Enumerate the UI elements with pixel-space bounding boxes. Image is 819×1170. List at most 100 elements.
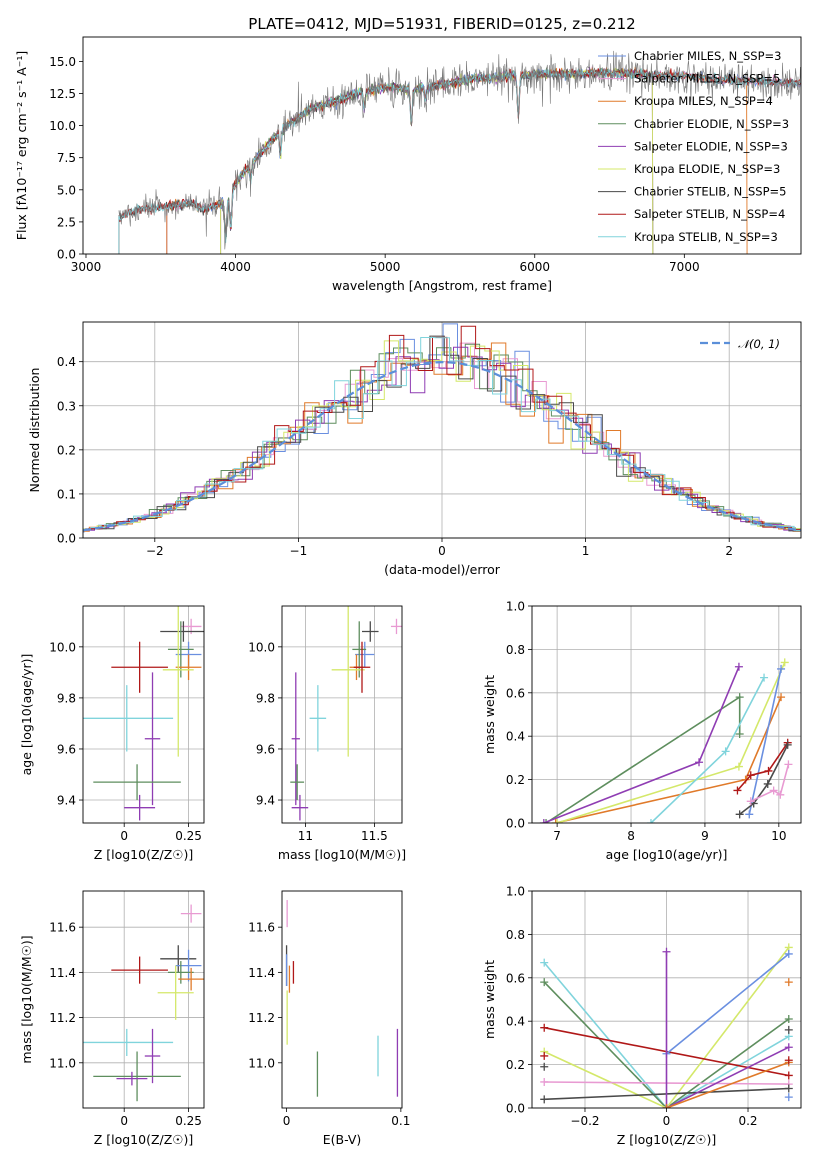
residual-histogram-line (90, 337, 801, 531)
y-tick-label: 9.4 (256, 794, 275, 808)
x-tick-label: 0 (438, 544, 446, 558)
data-point (111, 641, 168, 693)
plus-marker (784, 1093, 793, 1102)
y-tick-label: 0.8 (506, 928, 525, 942)
mass-weight-line (543, 981, 790, 1108)
legend-label: Kroupa ELODIE, N_SSP=3 (634, 162, 780, 176)
axes-frame (82, 890, 205, 1109)
legend-label: Chabrier ELODIE, N_SSP=3 (634, 117, 789, 131)
y-tick-label: 9.4 (57, 794, 76, 808)
plus-marker (540, 958, 549, 967)
x-tick-label: 7 (553, 829, 561, 843)
x-tick-label: 11 (298, 829, 313, 843)
plus-marker (721, 747, 730, 756)
y-axis-label: mass [log10(M/M☉)] (19, 935, 34, 1063)
y-tick-label: 0.4 (506, 1015, 525, 1029)
axes-frame (281, 605, 403, 824)
y-tick-label: 10.0 (49, 119, 76, 133)
x-tick-label: 6000 (519, 260, 550, 274)
plus-marker (746, 771, 755, 780)
y-tick-label: 0.2 (506, 773, 525, 787)
y-tick-label: 1.0 (506, 885, 525, 899)
plus-marker (662, 947, 671, 956)
mass-weight-line (665, 951, 790, 1108)
model-spectrum-line (220, 67, 654, 254)
x-tick-label: 7000 (669, 260, 700, 274)
y-tick-label: 0.0 (57, 248, 76, 262)
gaussian-reference-line (83, 360, 801, 532)
y-tick-label: 0.2 (506, 1058, 525, 1072)
plus-marker (784, 1015, 793, 1024)
data-point (167, 621, 194, 678)
x-axis-label: Z [log10(Z/Z☉)] (617, 1132, 717, 1147)
data-point (291, 672, 300, 806)
y-tick-label: 0.4 (506, 730, 525, 744)
residual-histogram-line (83, 346, 801, 531)
x-tick-label: 11.5 (361, 829, 388, 843)
x-tick-label: 0 (120, 829, 128, 843)
mass-weight-line (666, 1061, 790, 1108)
y-tick-label: 0.6 (506, 971, 525, 985)
y-tick-label: 0.8 (506, 643, 525, 657)
plus-marker (777, 664, 786, 673)
y-tick-label: 0.1 (57, 487, 76, 501)
plus-marker (746, 797, 755, 806)
y-tick-label: 7.5 (57, 151, 76, 165)
model-spectrum-line (220, 67, 654, 254)
data-point (93, 764, 181, 801)
data-point (111, 956, 168, 984)
plus-marker (539, 819, 548, 823)
plot-area (83, 904, 204, 1102)
plus-marker (540, 1023, 549, 1032)
legend-label: Chabrier STELIB, N_SSP=5 (634, 185, 786, 199)
x-tick-label: 0 (283, 1114, 291, 1128)
data-point (362, 621, 379, 642)
mass-weight-line (750, 764, 790, 803)
residual-histogram-line (83, 343, 801, 532)
y-tick-label: 0.0 (57, 532, 76, 546)
mass-weight-line (555, 696, 782, 823)
y-axis-label: age [log10(age/yr)] (19, 654, 34, 776)
data-point (162, 606, 194, 757)
y-axis-label: Normed distribution (27, 368, 42, 493)
x-axis-label: wavelength [Angstrom, rest frame] (332, 278, 552, 293)
axes-frame (82, 36, 802, 255)
plus-marker (784, 1056, 793, 1065)
y-tick-label: 0.2 (57, 443, 76, 457)
y-tick-label: 0.6 (506, 686, 525, 700)
x-axis-label: age [log10(age/yr)] (606, 847, 728, 862)
axes-frame (281, 890, 403, 1109)
plus-marker (540, 1051, 549, 1060)
plus-marker (542, 819, 551, 823)
mass-weight-line (739, 744, 789, 815)
x-tick-label: 0 (120, 1114, 128, 1128)
y-tick-label: 11.4 (49, 966, 76, 980)
spectrum-panel: 3000 4000 5000 6000 7000 0.0 2.5 5.0 7.5 10.0 12.5… (14, 36, 802, 293)
data-point (124, 794, 156, 821)
y-axis-label: mass weight (482, 675, 497, 754)
y-tick-label: 2.5 (57, 215, 76, 229)
y-tick-label: 11.2 (248, 1011, 275, 1025)
data-point (290, 764, 305, 801)
data-point (144, 672, 161, 806)
data-point (93, 1051, 181, 1102)
mass-weight-line (748, 668, 782, 815)
plus-marker (780, 658, 789, 667)
y-tick-label: 9.6 (256, 742, 275, 756)
plus-marker (540, 1062, 549, 1071)
data-point (175, 654, 202, 681)
data-point (157, 965, 194, 1020)
data-point (83, 1028, 174, 1057)
legend-label: Salpeter MILES, N_SSP=5 (634, 72, 780, 86)
mass-weight-vs-metallicity-panel: −0.2 0 0.2 0.0 0.2 0.4 0.6 0.8 1.0 Z [log10(Z/Z☉)… (482, 885, 802, 1147)
data-point (352, 621, 367, 678)
y-tick-label: 10.0 (49, 640, 76, 654)
y-tick-label: 15.0 (49, 55, 76, 69)
x-tick-label: −1 (290, 544, 308, 558)
mass-weight-line (665, 953, 790, 1055)
age-vs-mass-panel: 11 11.5 9.4 9.6 9.8 10.0 mass [log10(M/M☉)] (248, 605, 406, 862)
y-tick-label: 12.5 (49, 87, 76, 101)
y-tick-label: 5.0 (57, 183, 76, 197)
plus-marker (784, 1071, 793, 1080)
